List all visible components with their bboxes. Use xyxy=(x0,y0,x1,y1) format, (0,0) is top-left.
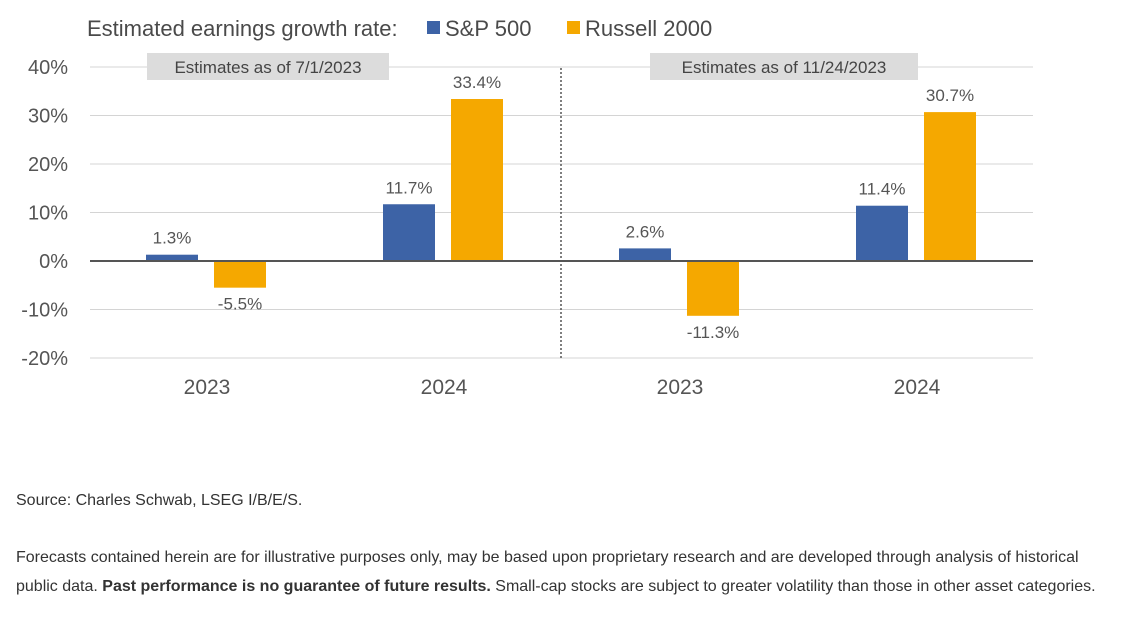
bar-russell2000 xyxy=(924,112,976,261)
bar-sp500 xyxy=(146,254,198,261)
panel-label-box xyxy=(650,53,918,80)
data-label: -5.5% xyxy=(218,295,262,314)
bar-sp500 xyxy=(856,205,908,261)
data-label: 2.6% xyxy=(626,222,665,241)
y-tick-label: 40% xyxy=(28,57,68,79)
x-tick-label: 2024 xyxy=(894,376,941,399)
y-tick-label: 0% xyxy=(39,251,68,273)
bar-russell2000 xyxy=(214,261,266,288)
x-tick-label: 2023 xyxy=(657,376,704,399)
x-axis-ticks: 2023 2024 2023 2024 xyxy=(184,376,941,399)
data-label: 11.4% xyxy=(859,180,906,199)
bar-sp500 xyxy=(383,204,435,261)
data-label: 33.4% xyxy=(453,73,501,92)
y-tick-label: -10% xyxy=(21,300,68,322)
disclaimer: Forecasts contained herein are for illus… xyxy=(16,543,1116,601)
earnings-growth-chart: Estimates as of 7/1/2023 Estimates as of … xyxy=(21,16,1033,399)
y-tick-label: 10% xyxy=(28,203,68,225)
x-tick-label: 2024 xyxy=(421,376,468,399)
y-tick-label: -20% xyxy=(21,348,68,370)
disclaimer-bold: Past performance is no guarantee of futu… xyxy=(102,578,491,595)
bars xyxy=(146,99,976,316)
bar-russell2000 xyxy=(687,261,739,316)
legend-swatch-russell2000 xyxy=(567,21,580,34)
y-tick-label: 20% xyxy=(28,154,68,176)
legend-label-sp500: S&P 500 xyxy=(445,16,531,41)
panel-labels: Estimates as of 7/1/2023 Estimates as of … xyxy=(147,53,918,80)
x-tick-label: 2023 xyxy=(184,376,231,399)
panel-label: Estimates as of 11/24/2023 xyxy=(682,58,887,77)
bar-sp500 xyxy=(619,248,671,261)
panel-label: Estimates as of 7/1/2023 xyxy=(174,58,361,77)
legend-label-russell2000: Russell 2000 xyxy=(585,16,712,41)
data-labels: 1.3% 11.7% 2.6% 11.4% -5.5% 33.4% -11.3% 30.7% xyxy=(153,73,974,342)
legend-swatch-sp500 xyxy=(427,21,440,34)
panel-label-box xyxy=(147,53,389,80)
y-axis-ticks: 40% 30% 20% 10% 0% -10% -20% xyxy=(21,57,68,370)
y-tick-label: 30% xyxy=(28,106,68,128)
disclaimer-text-end: Small-cap stocks are subject to greater … xyxy=(490,578,1096,595)
bar-russell2000 xyxy=(451,99,503,261)
data-label: -11.3% xyxy=(687,323,740,342)
source-note: Source: Charles Schwab, LSEG I/B/E/S. xyxy=(16,492,303,509)
legend: Estimated earnings growth rate: S&P 500 … xyxy=(87,16,712,41)
data-label: 1.3% xyxy=(153,229,192,248)
data-label: 11.7% xyxy=(386,178,433,197)
chart-title: Estimated earnings growth rate: xyxy=(87,16,398,41)
disclaimer-text: Forecasts contained herein are for illus… xyxy=(16,549,1079,595)
data-label: 30.7% xyxy=(926,86,974,105)
